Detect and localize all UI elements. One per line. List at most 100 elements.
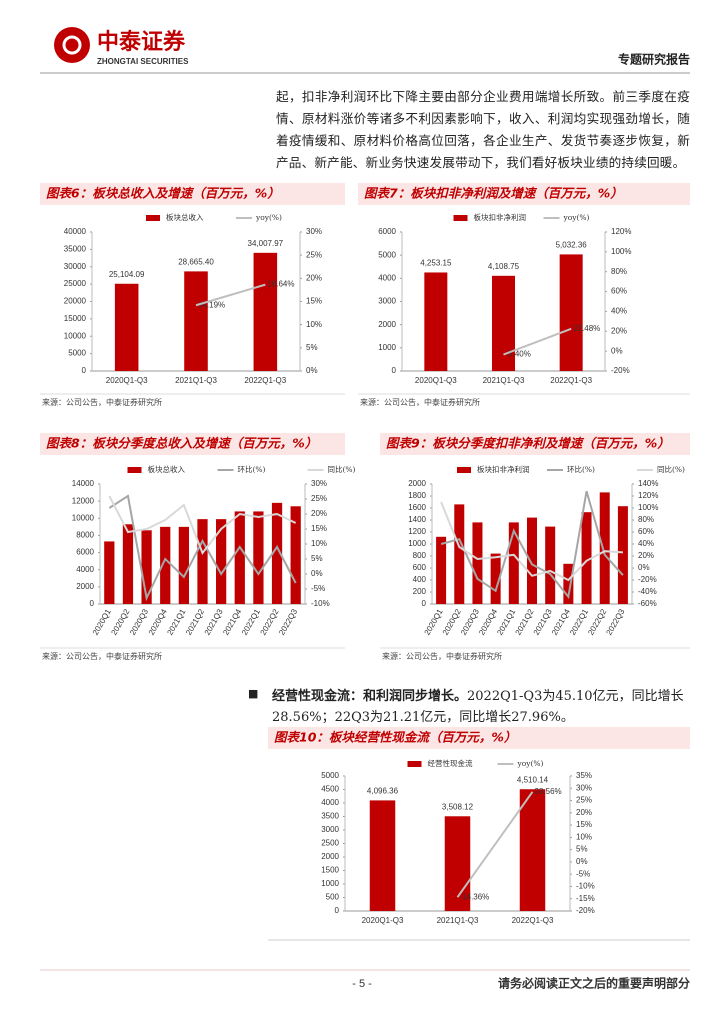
y2-tick-label: 20% (306, 273, 322, 282)
y2-tick-label: 30% (306, 227, 322, 236)
y2-tick-label: 20% (576, 808, 592, 817)
bar (436, 536, 447, 604)
body-paragraph: 起，扣非净利润环比下降主要由部分企业费用端增长所致。前三季度在疫情、原材料涨价等… (276, 89, 690, 170)
line-value-label: 22.48% (573, 324, 600, 333)
bar (290, 506, 301, 604)
chart-source: 来源：公司公告，中泰证券研究所 (42, 651, 162, 661)
logo-mark (54, 27, 90, 63)
y-tick-label: 4000 (321, 798, 339, 807)
logo-en: ZHONGTAI SECURITIES (97, 57, 189, 66)
line (440, 501, 623, 582)
legend-swatch (146, 215, 160, 221)
bar-value-label: 28,665.40 (178, 257, 214, 266)
x-tick-label: 2022Q1-Q3 (550, 376, 592, 385)
bar (122, 524, 134, 604)
y2-tick-label: -40% (638, 587, 657, 596)
y-tick-label: 14000 (72, 479, 95, 488)
y2-tick-label: 40% (638, 539, 654, 548)
y-tick-label: 800 (413, 551, 427, 560)
y2-tick-label: 0% (611, 346, 623, 355)
legend-label: 板块总收入 (148, 464, 186, 474)
bar (184, 271, 208, 371)
y-tick-label: 4000 (76, 565, 94, 574)
y-tick-label: 200 (413, 587, 427, 596)
y2-tick-label: 80% (611, 267, 627, 276)
y-tick-label: 3000 (378, 297, 396, 306)
bar-value-label: 4,510.14 (517, 775, 549, 784)
legend-label: 环比(%) (238, 464, 266, 474)
x-tick-label: 2020Q1-Q3 (415, 376, 457, 385)
y2-tick-label: -15% (576, 894, 595, 903)
y-tick-label: 0 (82, 366, 87, 375)
y2-tick-label: -10% (576, 882, 595, 891)
chart-title: 图表6：板块总收入及增速（百万元，%） (46, 186, 280, 201)
x-tick-label: 2021Q1-Q3 (437, 916, 479, 925)
bar (424, 272, 448, 371)
y-tick-label: 5000 (378, 250, 396, 259)
chart-title: 图表7：板块扣非净利润及增速（百万元，%） (364, 186, 623, 201)
title-band (40, 433, 345, 455)
y-tick-label: 2000 (321, 852, 339, 861)
bar (527, 517, 537, 604)
y-tick-label: 3500 (321, 812, 339, 821)
y-tick-label: 20000 (64, 297, 87, 306)
x-tick-label: 2022Q1-Q3 (244, 376, 286, 385)
legend-swatch (407, 761, 422, 767)
x-tick-label: 2020Q1-Q3 (362, 916, 404, 925)
y2-tick-label: 35% (576, 771, 592, 780)
y2-tick-label: 80% (638, 515, 654, 524)
y-tick-label: 2000 (76, 582, 94, 591)
y-tick-label: 1600 (408, 503, 426, 512)
legend-label: 板块扣非净利润 (474, 212, 527, 222)
y2-tick-label: 40% (611, 307, 627, 316)
y-tick-label: 1000 (321, 879, 339, 888)
y2-tick-label: -20% (576, 906, 595, 915)
bullet-lead: 经营性现金流：和利润同步增长。 (272, 689, 468, 704)
bar (472, 522, 483, 604)
y-tick-label: 15000 (64, 314, 87, 323)
bar (178, 526, 189, 604)
bar (444, 816, 471, 911)
legend-label: 经营性现金流 (428, 758, 473, 768)
bar (519, 789, 546, 911)
chart-title: 图表10：板块经营性现金流（百万元，%） (274, 730, 516, 745)
x-tick-label: 2020Q1-Q3 (106, 376, 148, 385)
y-tick-label: 10000 (72, 513, 95, 522)
y2-tick-label: 10% (306, 320, 322, 329)
bar (234, 511, 245, 604)
y-tick-label: 1800 (408, 491, 426, 500)
legend-swatch (457, 467, 471, 473)
bar (617, 506, 628, 604)
title-band (268, 727, 690, 749)
y2-tick-label: 25% (306, 250, 322, 259)
y2-tick-label: 15% (576, 820, 592, 829)
bar (369, 800, 396, 911)
bar-value-label: 3,508.12 (442, 802, 474, 811)
x-tick-label: 2022Q3 (604, 607, 626, 637)
y-tick-label: 30000 (64, 262, 87, 271)
y-tick-label: 1400 (408, 515, 426, 524)
line (440, 490, 624, 600)
y2-tick-label: -5% (311, 584, 325, 593)
bar (253, 252, 278, 371)
bar (545, 526, 556, 604)
bar-value-label: 4,253.15 (420, 259, 452, 268)
y2-tick-label: -20% (611, 366, 630, 375)
y-tick-label: 1200 (408, 527, 426, 536)
chart-title: 图表9：板块分季度扣非净利及增速（百万元，%） (386, 436, 670, 451)
y2-tick-label: -20% (638, 575, 657, 584)
bullet-body: 2022Q1-Q3为45.10亿元，同比增长28.56%；22Q3为21.21亿… (272, 689, 684, 725)
legend-label: 板块扣非净利润 (477, 464, 530, 474)
y-tick-label: 6000 (378, 227, 396, 236)
y2-tick-label: 0% (306, 366, 318, 375)
bar (599, 492, 610, 604)
y2-tick-label: 15% (306, 297, 322, 306)
y-tick-label: 500 (326, 893, 340, 902)
bar (508, 522, 519, 604)
legend-label: yoy(%) (255, 213, 282, 222)
bar (581, 512, 592, 604)
y-tick-label: 2500 (321, 839, 339, 848)
y-tick-label: 3000 (321, 825, 339, 834)
x-tick-label: 2022Q3 (277, 607, 299, 637)
